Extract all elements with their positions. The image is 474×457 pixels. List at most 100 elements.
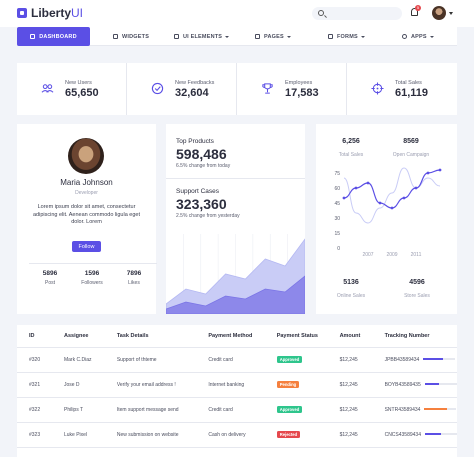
grid-icon <box>174 34 179 39</box>
data-point <box>354 186 358 190</box>
row-amount: $12,245 <box>327 397 373 423</box>
chevron-down-icon <box>360 35 365 38</box>
data-point <box>390 206 394 210</box>
y-tick-label: 0 <box>337 246 340 252</box>
profile-stat-followers: 1596 Followers <box>71 270 113 286</box>
nav-label: UI ELEMENTS <box>183 33 223 40</box>
row-status-cell: Pending <box>264 372 328 398</box>
table-row[interactable]: #322 Philips T Item support message send Cr… <box>17 397 457 423</box>
stat-label: Likes <box>128 280 140 286</box>
table-row[interactable]: #323 Luke Pixel New submission on website C… <box>17 422 457 448</box>
nav-dashboard[interactable]: DASHBOARD <box>17 27 90 46</box>
nav-label: FORMS <box>337 33 358 40</box>
column-header[interactable]: Tracking Number <box>372 325 457 348</box>
area-series-2 <box>166 275 305 314</box>
follow-button[interactable]: Follow <box>72 241 101 252</box>
trophy-icon <box>262 83 273 94</box>
stats-row: New Users 65,650 New Feedbacks 32,604 Em… <box>17 63 457 115</box>
row-id: #321 <box>17 372 52 398</box>
nav-apps[interactable]: APPS <box>402 27 434 46</box>
line-series-1 <box>343 169 441 209</box>
bell-icon[interactable] <box>411 8 418 16</box>
column-header[interactable]: Amount <box>327 325 373 348</box>
search-input[interactable] <box>326 8 398 19</box>
main-nav: DASHBOARD WIDGETS UI ELEMENTS PAGES FORM… <box>17 27 457 46</box>
profile-photo <box>68 138 104 174</box>
stat-label: New Users <box>65 80 92 86</box>
brand-logo[interactable]: LibertyUI <box>17 6 83 20</box>
row-assignee: Luke Pixel <box>51 422 105 448</box>
profile-stats: 5896 Post 1596 Followers 7896 Likes <box>29 263 157 286</box>
row-status-cell: Rejected <box>264 422 328 448</box>
nav-forms[interactable]: FORMS <box>328 27 365 46</box>
nav-ui-elements[interactable]: UI ELEMENTS <box>174 27 230 46</box>
tracking-progress-bar <box>425 433 457 436</box>
nav-label: PAGES <box>264 33 284 40</box>
row-tracking: JPBB43589434 <box>384 356 420 363</box>
tasks-table-card: ID Assignee Task Details Payment Method … <box>17 325 457 457</box>
row-assignee: Philips T <box>51 397 105 423</box>
total-sales-summary: 6,256 Total Sales <box>316 138 386 158</box>
stat-new-feedbacks: New Feedbacks 32,604 <box>127 63 237 115</box>
chevron-down-icon[interactable] <box>449 12 453 15</box>
row-id: #320 <box>17 347 52 373</box>
row-tracking-cell: CNCS43589434 <box>372 422 457 448</box>
row-payment-method: Cash on delivery <box>196 422 265 448</box>
summary-label: Total Sales <box>338 152 364 158</box>
data-point <box>438 168 442 172</box>
tracking-progress-bar <box>423 358 456 361</box>
column-header[interactable]: Assignee <box>51 325 105 348</box>
summary-label: Store Sales <box>404 293 430 299</box>
layers-icon <box>113 34 118 39</box>
file-icon <box>255 34 260 39</box>
column-header[interactable]: ID <box>17 325 52 348</box>
status-badge: Rejected <box>276 431 301 438</box>
row-payment-method: Credit card <box>196 347 265 373</box>
column-header[interactable]: Payment Method <box>196 325 265 348</box>
summary-value: 5136 <box>343 279 359 286</box>
nav-widgets[interactable]: WIDGETS <box>113 27 149 46</box>
row-id: #323 <box>17 422 52 448</box>
stat-new-users: New Users 65,650 <box>17 63 127 115</box>
divider <box>166 178 305 179</box>
row-task: Item support message send <box>104 397 197 423</box>
summary-value: 4596 <box>409 279 425 286</box>
profile-card: Maria Johnson Developer Lorem ipsum dolo… <box>17 124 157 314</box>
row-task: Verify your email address ! <box>104 372 197 398</box>
crosshair-icon <box>371 82 384 95</box>
nav-label: WIDGETS <box>122 33 150 40</box>
column-header[interactable]: Task Details <box>104 325 197 348</box>
table-row[interactable]: #320 Mark C.Diaz Support of thteme Credit c… <box>17 347 457 373</box>
search-box[interactable] <box>312 7 402 20</box>
row-tracking: SNTR43589434 <box>384 406 421 413</box>
x-tick-label: 2009 <box>386 252 397 258</box>
row-task: New submission on website <box>104 422 197 448</box>
row-assignee: Jose D <box>51 372 105 398</box>
row-amount: $12,245 <box>327 422 373 448</box>
profile-stat-likes: 7896 Likes <box>113 270 155 286</box>
nav-pages[interactable]: PAGES <box>255 27 291 46</box>
data-point <box>342 196 346 200</box>
stat-label: Followers <box>81 280 103 286</box>
row-tracking: BOYB43589435 <box>384 381 421 388</box>
support-cases-value: 323,360 <box>176 196 227 212</box>
data-point <box>402 196 406 200</box>
row-payment-method: Internet banking <box>196 372 265 398</box>
search-icon <box>318 10 324 16</box>
column-header[interactable]: Payment Status <box>264 325 328 348</box>
stat-value: 61,119 <box>395 87 429 99</box>
products-card: Top Products 598,486 6.5% change from to… <box>166 124 305 314</box>
row-amount: $12,245 <box>327 372 373 398</box>
stat-total-sales: Total Sales 61,119 <box>347 63 457 115</box>
x-tick-label: 2011 <box>411 252 422 258</box>
top-products-change: 6.5% change from today <box>176 163 231 169</box>
profile-name: Maria Johnson <box>60 178 113 187</box>
row-status-cell: Approved <box>264 397 328 423</box>
avatar[interactable] <box>432 6 446 20</box>
stat-label: Total Sales <box>395 80 422 86</box>
row-task: Support of thteme <box>104 347 197 373</box>
profile-stat-post: 5896 Post <box>29 270 71 286</box>
table-row[interactable]: #321 Jose D Verify your email address ! Int… <box>17 372 457 398</box>
chevron-down-icon <box>286 35 291 38</box>
line-series-2 <box>343 167 441 224</box>
